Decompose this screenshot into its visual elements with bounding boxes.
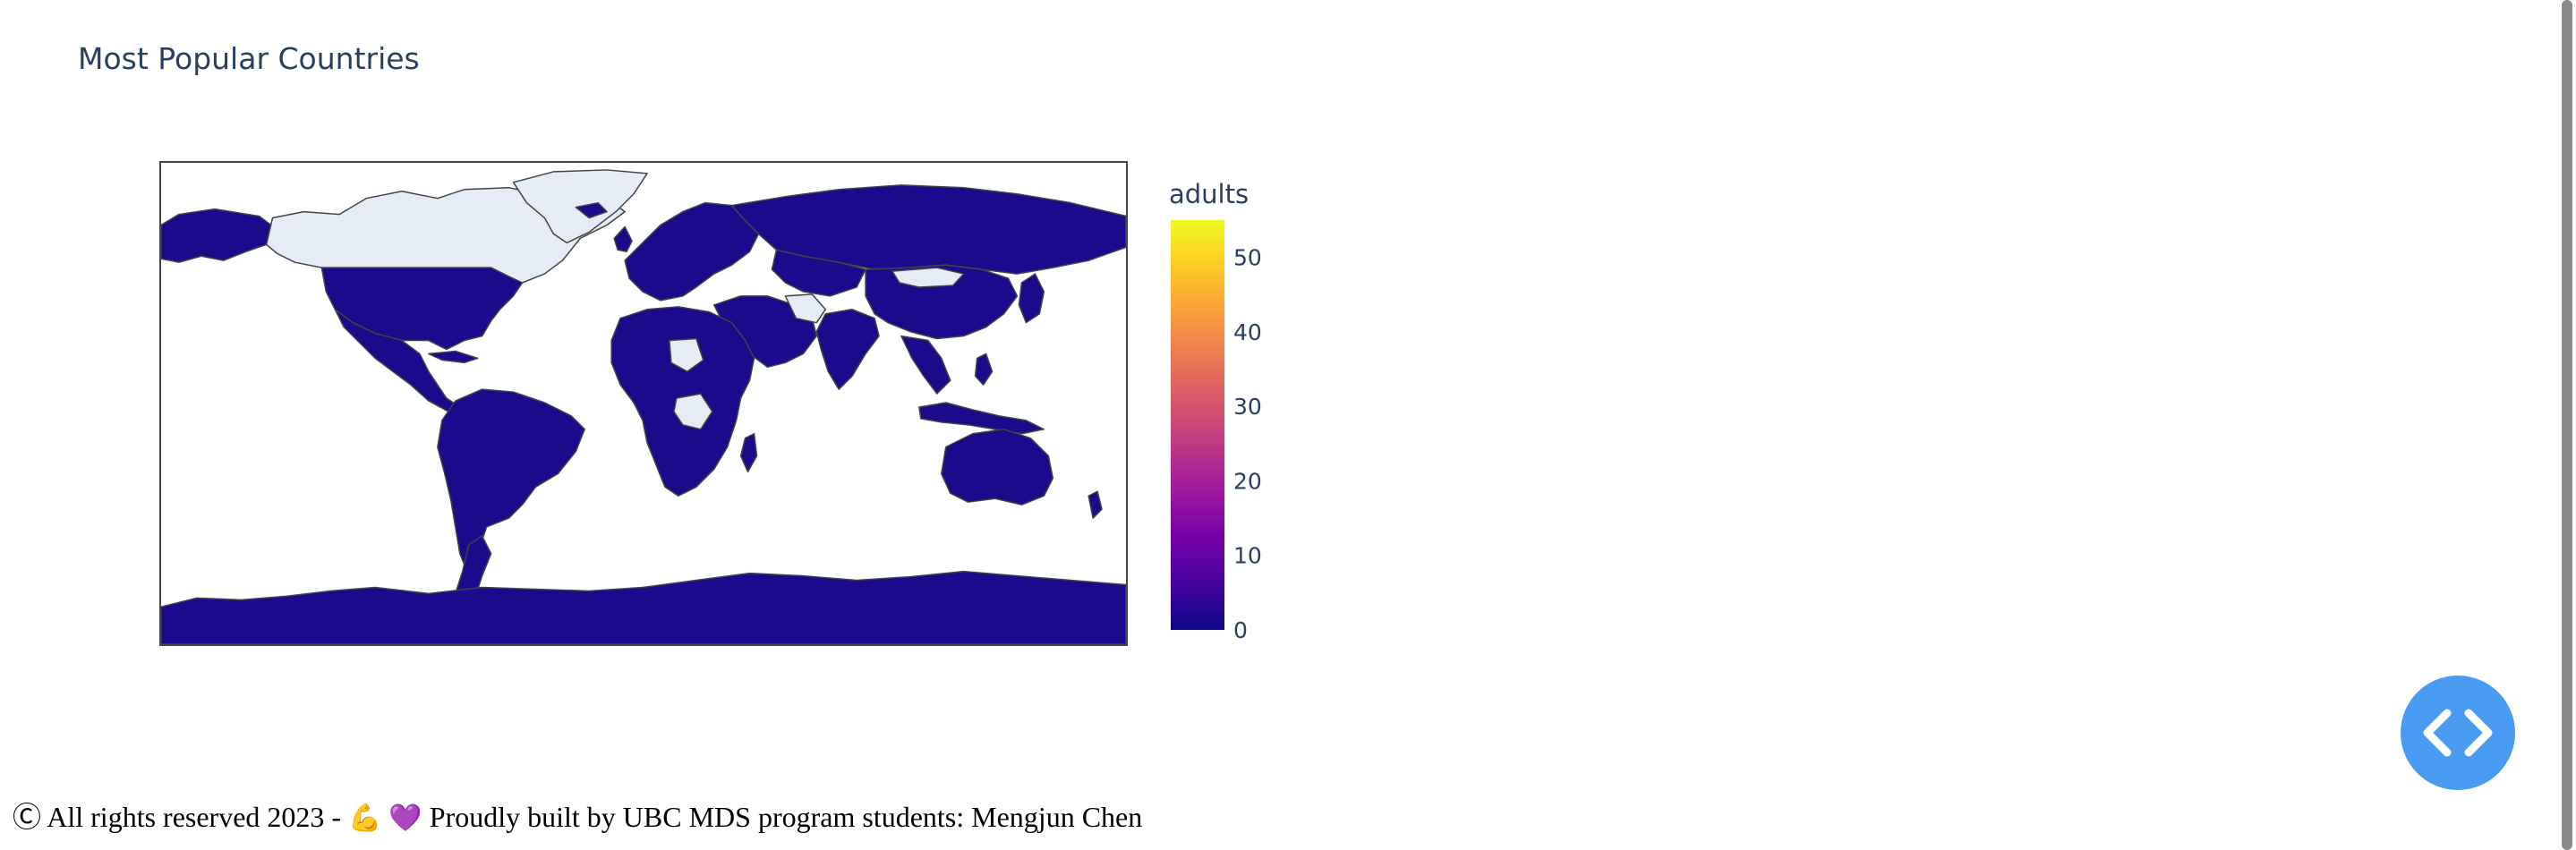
footer-text-before: All rights reserved 2023 - — [47, 801, 342, 833]
country-iceland[interactable] — [575, 201, 608, 219]
country-usa[interactable] — [320, 267, 524, 351]
country-se-asia[interactable] — [900, 335, 951, 395]
colorbar-tick-label: 20 — [1233, 468, 1262, 494]
country-indonesia[interactable] — [918, 402, 1045, 435]
country-antarctica[interactable] — [161, 570, 1126, 644]
footer-text-after: Proudly built by UBC MDS program student… — [429, 801, 1143, 833]
country-alaska[interactable] — [161, 208, 278, 263]
colorbar-tick-label: 40 — [1233, 319, 1262, 345]
page-scrollbar[interactable] — [2562, 0, 2572, 850]
colorbar-tick-label: 50 — [1233, 245, 1262, 271]
footer: Ⓒ All rights reserved 2023 - 💪 💜 Proudly… — [13, 795, 1142, 836]
country-india[interactable] — [815, 309, 880, 390]
chart-title: Most Popular Countries — [78, 41, 420, 76]
colorbar-title: adults — [1169, 179, 1250, 209]
code-toggle-button[interactable] — [2401, 676, 2515, 790]
country-mongolia[interactable] — [891, 267, 965, 288]
world-map-svg — [161, 169, 1126, 644]
colorbar: 0 10 20 30 40 50 — [1171, 220, 1262, 643]
country-chad[interactable] — [669, 337, 704, 373]
flexed-biceps-icon: 💪 — [348, 803, 382, 834]
colorbar-tick-label: 0 — [1233, 617, 1248, 643]
country-uk[interactable] — [613, 225, 633, 253]
country-philippines[interactable] — [974, 353, 994, 386]
country-brazil[interactable] — [437, 388, 585, 577]
country-drc[interactable] — [673, 393, 713, 430]
country-japan[interactable] — [1018, 273, 1045, 324]
code-brackets-icon — [2423, 709, 2493, 757]
country-iran[interactable] — [784, 293, 826, 324]
colorbar-tick-label: 30 — [1233, 394, 1262, 420]
copyright-symbol: Ⓒ — [13, 801, 42, 833]
country-new-zealand[interactable] — [1088, 490, 1103, 519]
country-australia[interactable] — [941, 429, 1054, 506]
purple-heart-icon: 💜 — [388, 803, 422, 834]
choropleth-map[interactable] — [159, 161, 1128, 646]
country-kazakhstan[interactable] — [771, 249, 866, 297]
colorbar-gradient — [1171, 220, 1224, 630]
country-madagascar[interactable] — [739, 433, 758, 473]
country-cuba[interactable] — [428, 350, 479, 364]
colorbar-tick-label: 10 — [1233, 543, 1262, 569]
country-europe[interactable] — [624, 201, 760, 302]
